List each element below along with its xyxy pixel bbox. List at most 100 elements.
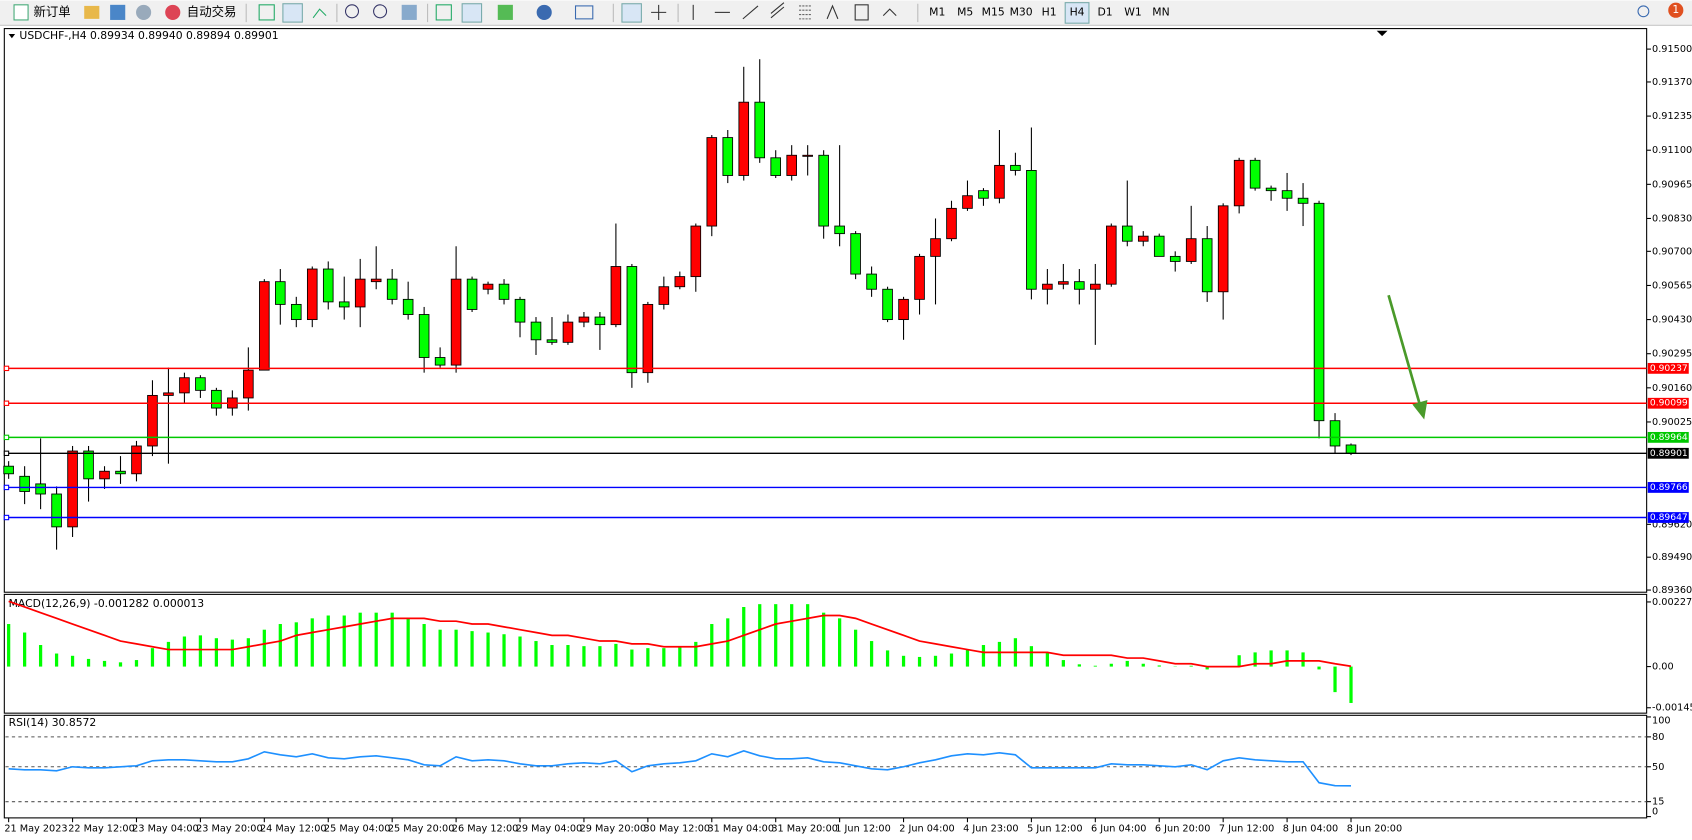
candle-body: [914, 255, 925, 300]
candle-body: [866, 273, 877, 290]
candle-chart-button[interactable]: [282, 3, 303, 23]
candle-body: [642, 303, 654, 374]
timeframe-button[interactable]: W1: [1124, 5, 1142, 18]
periods-button[interactable]: [536, 4, 552, 20]
scroll-button[interactable]: [435, 4, 452, 21]
timeframe-button[interactable]: M30: [1010, 5, 1033, 18]
timeframe-button[interactable]: M15: [982, 5, 1005, 18]
text-button[interactable]: [826, 4, 839, 20]
candle-body: [802, 154, 813, 157]
candle-body: [514, 298, 526, 323]
timeframe-button[interactable]: H4: [1070, 5, 1085, 18]
shift-button[interactable]: [461, 3, 483, 23]
candle-body: [626, 266, 638, 374]
trendline-button[interactable]: [742, 5, 759, 20]
timeframe-button[interactable]: M1: [929, 5, 945, 18]
level-label-bg: [1647, 447, 1689, 459]
candle-body: [402, 298, 414, 315]
y-tick-label: 50: [1652, 762, 1664, 773]
auto-trading-button[interactable]: 自动交易: [187, 4, 237, 19]
toolbar-bg: [0, 0, 1692, 26]
x-tick-label: 24 May 12:00: [260, 824, 327, 835]
level-handle: [3, 434, 10, 441]
candle-body: [1010, 164, 1021, 171]
candle-body: [51, 493, 62, 528]
icon[interactable]: [84, 5, 100, 19]
label-button[interactable]: [854, 4, 869, 21]
candle-body: [722, 137, 734, 176]
rsi-title: RSI(14) 30.8572: [9, 716, 97, 729]
x-tick-label: 6 Jun 04:00: [1091, 824, 1146, 835]
level-label-bg: [1647, 512, 1689, 523]
candle-body: [370, 278, 382, 283]
x-tick-label: 25 May 04:00: [324, 824, 391, 835]
x-tick-label: 8 Jun 20:00: [1347, 824, 1402, 835]
bar-chart-button[interactable]: [258, 4, 275, 21]
timeframe-button[interactable]: H1: [1042, 5, 1057, 18]
candle-body: [1345, 444, 1357, 454]
y-tick-label: 0.90295: [1652, 349, 1692, 360]
notification-badge[interactable]: [1668, 2, 1684, 18]
candle-body: [658, 286, 670, 305]
candle-body: [1217, 205, 1229, 293]
candle-body: [1169, 255, 1181, 262]
timeframe-button[interactable]: D1: [1097, 5, 1112, 18]
candle-body: [163, 392, 174, 396]
level-label-bg: [1647, 397, 1689, 409]
x-tick-label: 7 Jun 12:00: [1219, 824, 1274, 835]
candle-body: [354, 278, 366, 308]
templates-button[interactable]: [574, 5, 594, 20]
icon[interactable]: [110, 4, 126, 20]
icon[interactable]: [136, 4, 152, 20]
candle-body: [338, 301, 350, 308]
line-chart-button[interactable]: [312, 8, 327, 19]
chart-title: USDCHF-,H4 0.89934 0.89940 0.89894 0.899…: [19, 29, 278, 42]
candle-body: [962, 195, 973, 209]
candle-body: [690, 225, 702, 278]
candle-body: [1297, 197, 1309, 204]
candle-body: [898, 298, 909, 321]
timeframe-button[interactable]: M5: [957, 5, 973, 18]
cursor-button[interactable]: [621, 3, 642, 23]
y-tick-label: 0.90965: [1652, 179, 1692, 190]
arrow-shaft: [1387, 294, 1423, 410]
candle-body: [1185, 238, 1197, 262]
x-tick-label: 5 Jun 12:00: [1027, 824, 1082, 835]
price-panel: [3, 28, 1648, 593]
symbol-menu[interactable]: [8, 33, 16, 39]
candle-body: [610, 266, 622, 326]
candle-body: [1137, 235, 1149, 242]
x-tick-label: 22 May 12:00: [68, 824, 135, 835]
fibo-button[interactable]: [799, 5, 812, 20]
level-label: 0.89901: [1650, 448, 1688, 459]
candle-body: [530, 321, 542, 341]
arrows-button[interactable]: [882, 8, 897, 17]
candle-body: [1281, 190, 1293, 199]
candle-body: [562, 321, 574, 343]
candle-body: [67, 450, 78, 528]
channel-button[interactable]: [770, 2, 785, 19]
tile-button[interactable]: [401, 4, 417, 20]
timeframe-button[interactable]: MN: [1152, 5, 1169, 18]
candle-body: [131, 445, 142, 475]
new-order-button[interactable]: 新订单: [33, 4, 70, 19]
indicators-button[interactable]: [497, 4, 513, 20]
x-tick-label: 29 May 04:00: [516, 824, 583, 835]
candle-body: [578, 316, 590, 323]
candle-body: [290, 303, 302, 321]
zoom-out-button[interactable]: [373, 4, 388, 19]
y-tick-label: 0: [1652, 806, 1658, 817]
search-button[interactable]: [1637, 5, 1650, 18]
new-order-icon: [13, 4, 29, 21]
x-tick-label: 21 May 2023: [4, 824, 67, 835]
level-handle: [3, 365, 10, 372]
crosshair-button[interactable]: [651, 4, 667, 20]
candle-body: [498, 283, 510, 300]
candle-body: [994, 164, 1005, 199]
level-label-bg: [1647, 431, 1689, 443]
candle-body: [3, 465, 14, 475]
zoom-in-button[interactable]: [344, 4, 360, 19]
candle-body: [179, 377, 190, 394]
annotation-arrow: [1387, 294, 1428, 420]
